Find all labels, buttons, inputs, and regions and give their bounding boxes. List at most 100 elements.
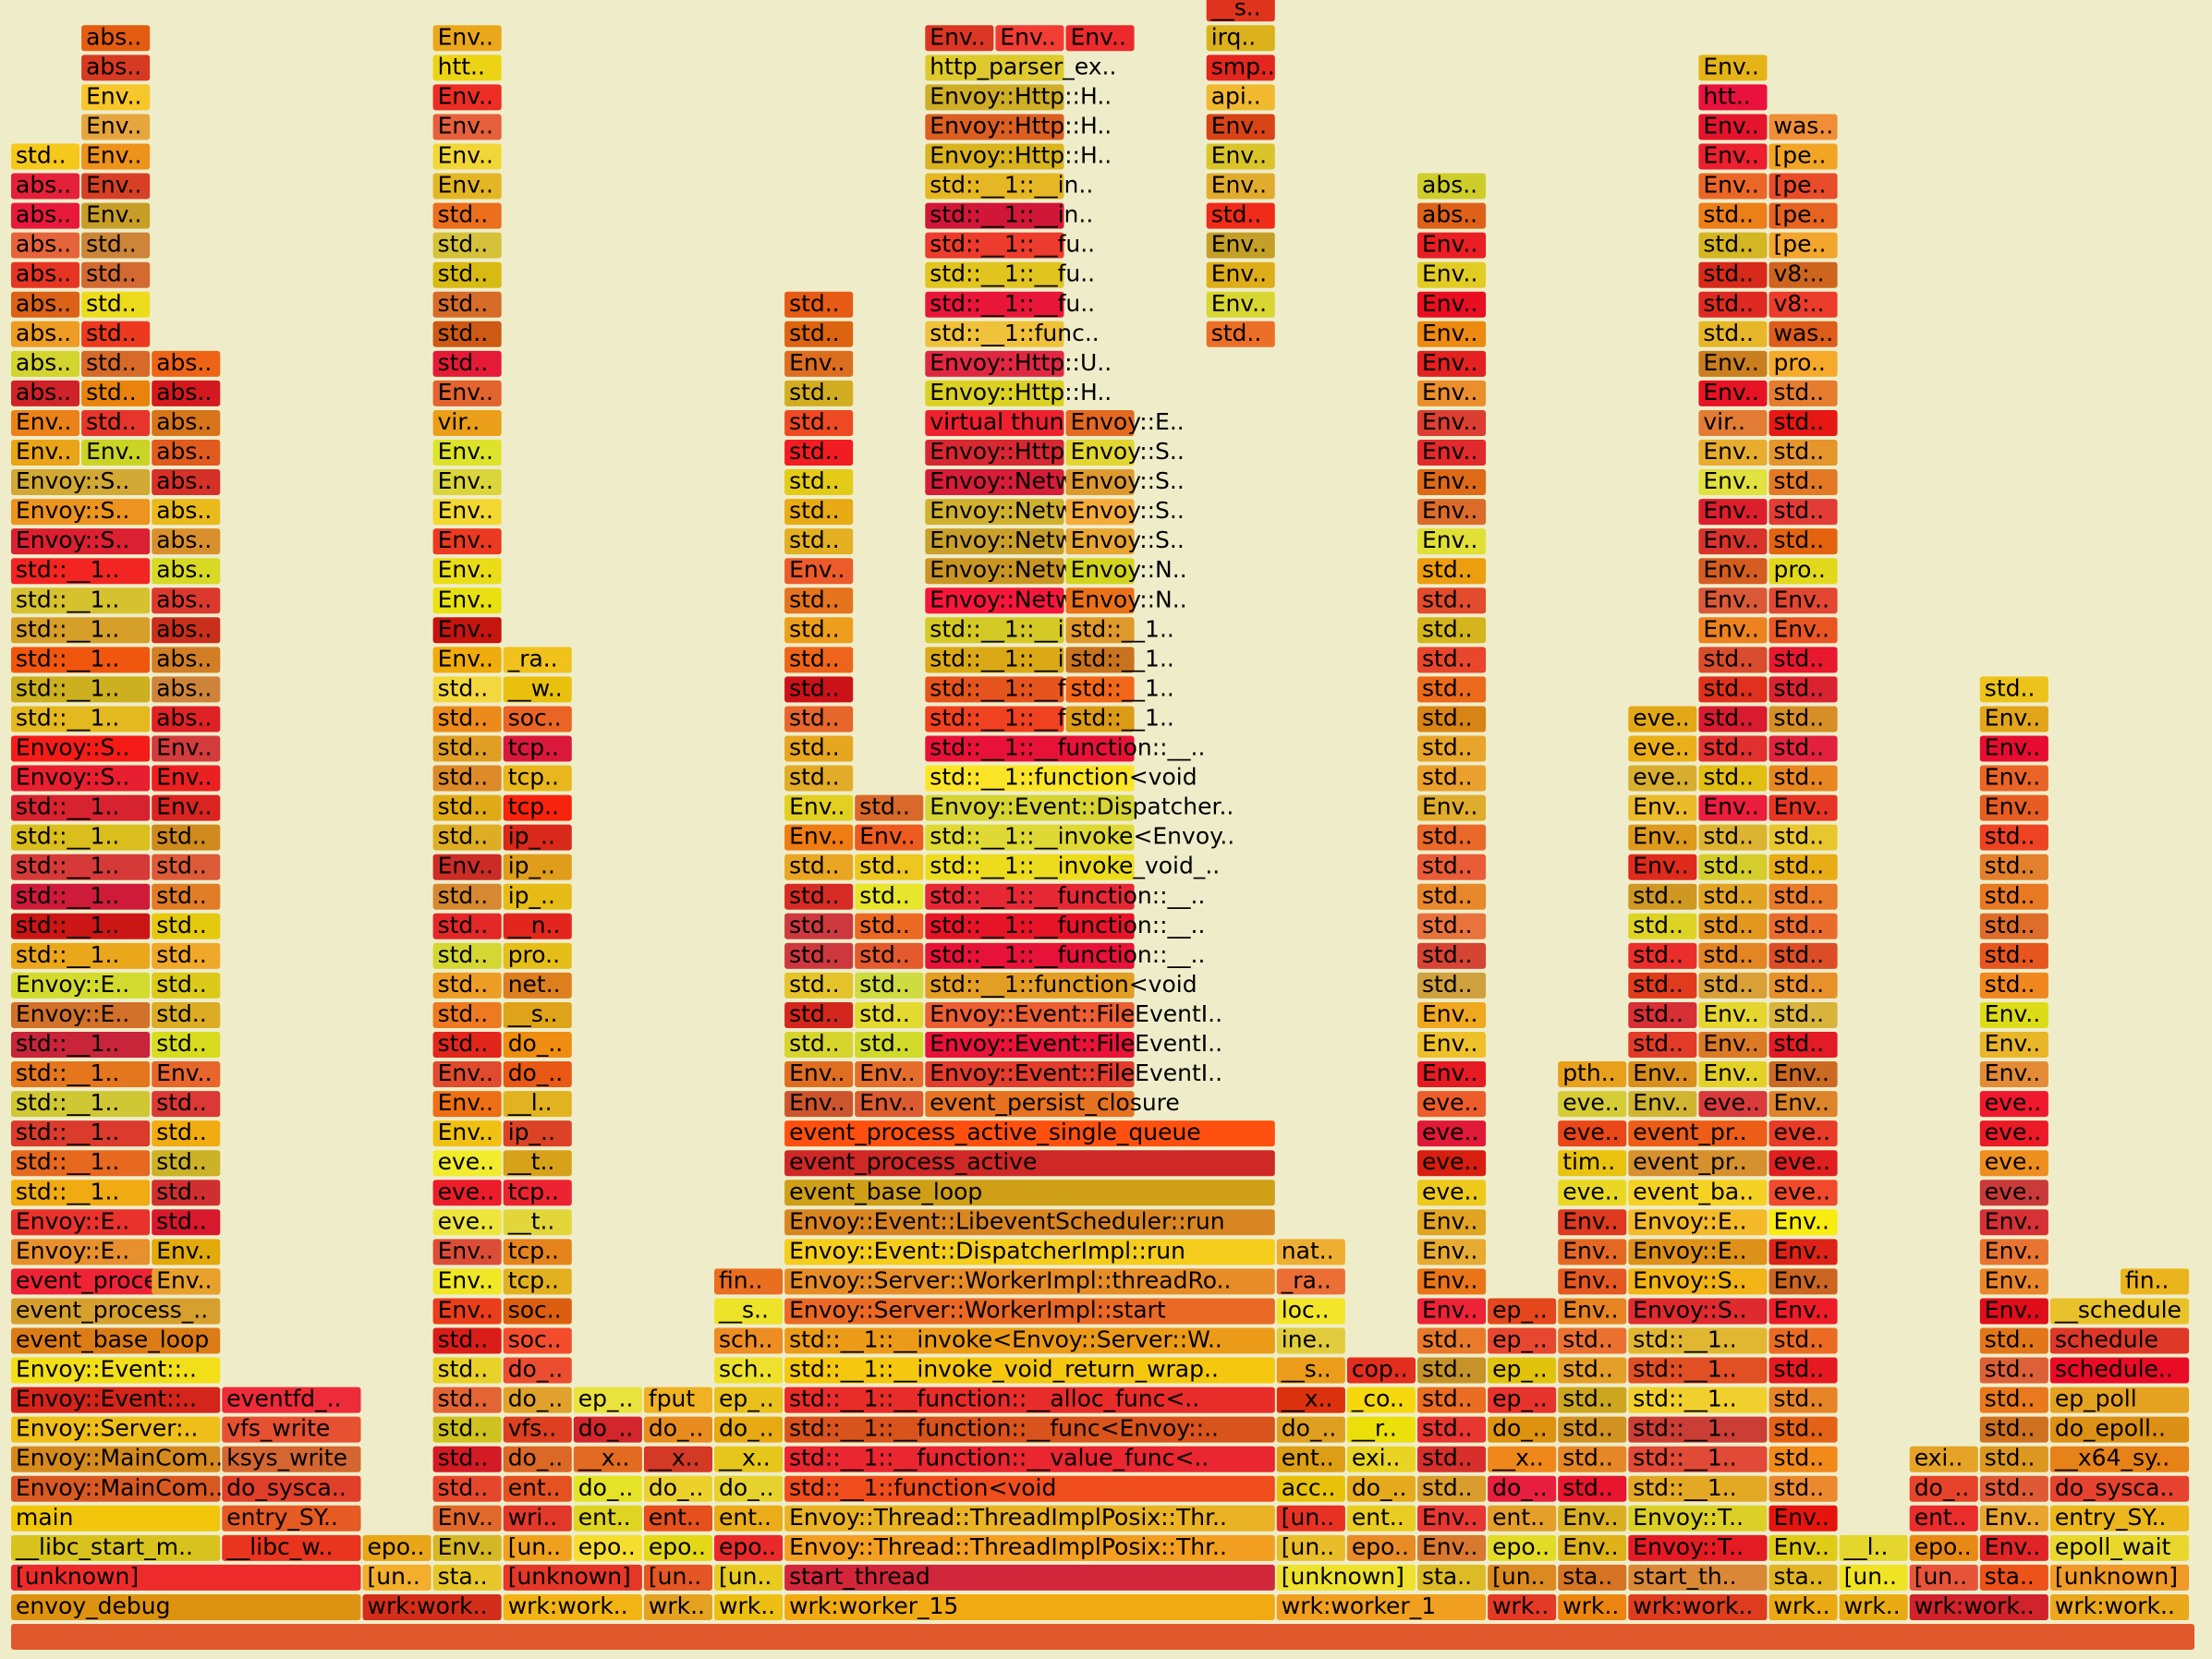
stack-frame[interactable]: Env.. [1417, 527, 1487, 555]
stack-frame[interactable]: Env.. [152, 1060, 221, 1088]
stack-frame[interactable]: Env.. [81, 82, 151, 111]
stack-frame[interactable]: std.. [432, 704, 502, 733]
stack-frame[interactable]: [un.. [714, 1563, 784, 1591]
stack-frame[interactable]: [pe.. [1768, 231, 1838, 259]
stack-frame[interactable]: std.. [432, 882, 502, 910]
stack-frame[interactable]: [un.. [503, 1533, 572, 1561]
stack-frame[interactable]: ep_.. [573, 1386, 642, 1413]
stack-frame[interactable]: std.. [1979, 971, 2048, 999]
stack-frame[interactable]: [pe.. [1768, 201, 1838, 229]
stack-frame[interactable]: std::__1::__function::__value_func<.. [784, 1445, 1275, 1472]
stack-frame[interactable]: std.. [152, 941, 221, 969]
stack-frame[interactable]: do_.. [503, 1356, 572, 1384]
stack-frame[interactable]: ep_.. [1488, 1326, 1557, 1354]
stack-frame[interactable]: std::__1::__invoke_void_return_wrap.. [784, 1356, 1275, 1384]
stack-frame[interactable]: Env.. [152, 1266, 221, 1295]
stack-frame[interactable]: Env.. [152, 793, 221, 821]
stack-frame[interactable]: Env.. [1417, 1266, 1487, 1295]
stack-frame[interactable]: sch.. [714, 1326, 784, 1354]
stack-frame[interactable]: Envoy::S.. [1628, 1266, 1768, 1295]
stack-frame[interactable]: Env.. [855, 823, 924, 851]
stack-frame[interactable]: sta.. [1558, 1563, 1627, 1591]
stack-frame[interactable]: std.. [784, 497, 854, 526]
stack-frame[interactable]: std.. [1768, 1356, 1838, 1384]
stack-frame[interactable]: std.. [1768, 1326, 1838, 1354]
stack-frame[interactable]: eve.. [1979, 1148, 2048, 1177]
stack-frame[interactable]: abs.. [11, 290, 80, 318]
stack-frame[interactable]: Envoy::S.. [1065, 467, 1185, 496]
stack-frame[interactable]: std.. [1206, 201, 1275, 229]
stack-frame[interactable]: vir.. [432, 408, 502, 436]
stack-frame[interactable]: eve.. [1417, 1119, 1487, 1147]
stack-frame[interactable]: do_.. [573, 1474, 642, 1502]
stack-frame[interactable]: std::__1.. [11, 674, 151, 703]
stack-frame[interactable]: std.. [432, 912, 502, 939]
stack-frame[interactable]: Env.. [1698, 142, 1768, 170]
stack-frame[interactable]: std.. [1417, 1474, 1487, 1502]
stack-frame[interactable]: std.. [1979, 882, 2048, 910]
stack-frame[interactable]: exi.. [1909, 1445, 1978, 1472]
stack-frame[interactable]: std.. [1698, 201, 1768, 229]
stack-frame[interactable]: Env.. [1698, 615, 1768, 644]
stack-frame[interactable]: std::__1::__function::__.. [925, 882, 1205, 910]
stack-frame[interactable]: sta.. [432, 1563, 502, 1591]
stack-frame[interactable]: Env.. [1768, 1060, 1838, 1088]
stack-frame[interactable]: std.. [1768, 497, 1838, 526]
stack-frame[interactable]: std::__1.. [1628, 1386, 1768, 1413]
stack-frame[interactable]: Env.. [855, 1089, 924, 1118]
stack-frame[interactable]: Envoy::S.. [11, 527, 151, 555]
stack-frame[interactable]: wrk:work.. [2049, 1592, 2190, 1620]
stack-frame[interactable]: pro.. [503, 941, 572, 969]
stack-frame[interactable]: Env.. [1698, 586, 1768, 614]
stack-frame[interactable]: do_.. [1909, 1474, 1978, 1502]
stack-frame[interactable]: std.. [1698, 260, 1768, 288]
stack-frame[interactable]: std.. [1698, 704, 1768, 733]
stack-frame[interactable]: Envoy::Event::LibeventScheduler::run [784, 1207, 1275, 1236]
stack-frame[interactable]: Env.. [1979, 1533, 2048, 1561]
stack-frame[interactable]: sta.. [1768, 1563, 1838, 1591]
stack-frame[interactable]: ip_.. [503, 853, 572, 880]
stack-frame[interactable]: sta.. [1979, 1563, 2048, 1591]
stack-frame[interactable]: std::__1.. [11, 1060, 151, 1088]
stack-frame[interactable]: std.. [1417, 912, 1487, 939]
stack-frame[interactable]: [unknown] [1276, 1563, 1416, 1591]
stack-frame[interactable]: std::__1::__invoke<Envoy::Server::W.. [784, 1326, 1275, 1354]
stack-frame[interactable]: std.. [1979, 853, 2048, 880]
stack-frame[interactable]: std::__1::__function::__.. [925, 912, 1205, 939]
stack-frame[interactable]: [un.. [643, 1563, 712, 1591]
stack-frame[interactable]: Env.. [432, 1119, 502, 1147]
stack-frame[interactable]: Env.. [1979, 734, 2048, 762]
stack-frame[interactable]: smp.. [1206, 53, 1275, 81]
stack-frame[interactable]: __l.. [1839, 1533, 1908, 1561]
stack-frame[interactable]: abs.. [11, 172, 80, 200]
stack-frame[interactable]: was.. [1768, 112, 1838, 140]
stack-frame[interactable]: std.. [784, 615, 854, 644]
stack-frame[interactable]: Env.. [1979, 1000, 2048, 1028]
stack-frame[interactable]: std.. [1417, 941, 1487, 969]
stack-frame[interactable]: Env.. [1628, 853, 1697, 880]
stack-frame[interactable]: std.. [1417, 971, 1487, 999]
stack-frame[interactable]: abs.. [152, 704, 221, 733]
stack-frame[interactable]: wrk.. [1488, 1592, 1557, 1620]
stack-frame[interactable]: v8:.. [1768, 290, 1838, 318]
stack-frame[interactable]: [un.. [362, 1563, 431, 1591]
stack-frame[interactable]: ip_.. [503, 882, 572, 910]
stack-frame[interactable]: main [11, 1504, 221, 1532]
stack-frame[interactable]: [un.. [1909, 1563, 1978, 1591]
stack-frame[interactable]: std.. [432, 1415, 502, 1443]
stack-frame[interactable]: std.. [1558, 1415, 1627, 1443]
stack-frame[interactable]: __schedule [2049, 1296, 2190, 1325]
stack-frame[interactable]: Env.. [1698, 112, 1768, 140]
stack-frame[interactable]: std.. [855, 1000, 924, 1028]
stack-frame[interactable]: std.. [784, 527, 854, 555]
stack-frame[interactable]: eve.. [432, 1178, 502, 1206]
stack-frame[interactable]: do_.. [1276, 1415, 1345, 1443]
stack-frame[interactable]: std.. [1417, 1415, 1487, 1443]
stack-frame[interactable]: Env.. [784, 1060, 854, 1088]
stack-frame[interactable]: __n.. [503, 912, 572, 939]
stack-frame[interactable]: std.. [1698, 853, 1768, 880]
stack-frame[interactable]: abs.. [11, 201, 80, 229]
stack-frame[interactable]: event_ba.. [1628, 1178, 1768, 1206]
stack-frame[interactable]: std.. [152, 971, 221, 999]
stack-frame[interactable]: ksys_write [222, 1445, 361, 1472]
